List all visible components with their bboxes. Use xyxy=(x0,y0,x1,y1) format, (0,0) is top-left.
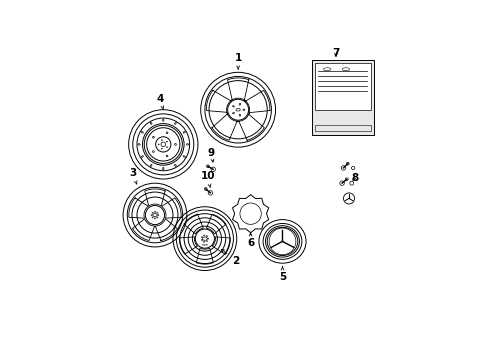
Text: 9: 9 xyxy=(207,148,214,162)
Text: 1: 1 xyxy=(234,53,241,69)
Circle shape xyxy=(161,148,162,149)
Text: 5: 5 xyxy=(278,267,285,283)
Text: 7: 7 xyxy=(332,48,339,58)
Bar xyxy=(314,125,370,131)
Text: 3: 3 xyxy=(129,168,137,184)
Circle shape xyxy=(158,144,159,145)
Bar xyxy=(311,60,373,135)
Bar xyxy=(314,63,370,109)
Text: 2: 2 xyxy=(221,249,239,266)
Text: 6: 6 xyxy=(246,233,254,248)
Circle shape xyxy=(166,147,167,148)
Text: 10: 10 xyxy=(200,171,214,187)
Text: 8: 8 xyxy=(350,173,357,183)
Text: 4: 4 xyxy=(157,94,164,109)
Circle shape xyxy=(166,141,167,142)
